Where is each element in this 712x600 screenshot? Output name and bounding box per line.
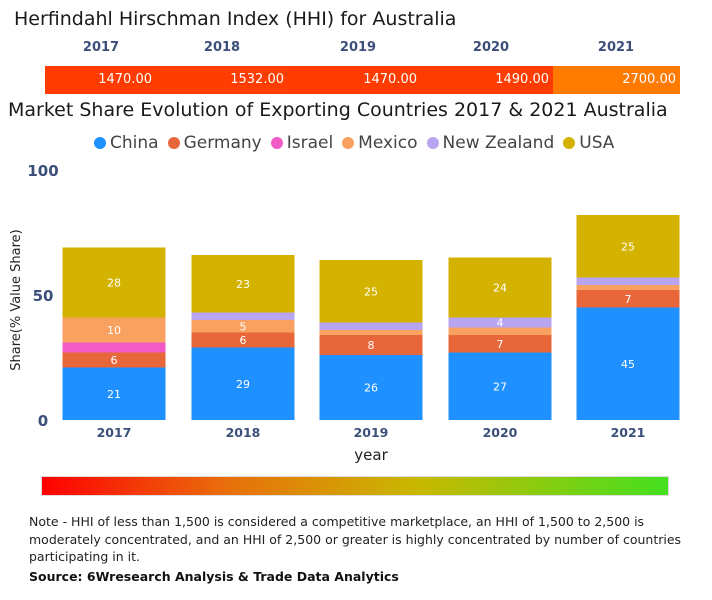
hhi-value: 2700.00	[553, 66, 680, 94]
data-label: 26	[364, 382, 378, 395]
bar-segment-usa[interactable]	[319, 260, 423, 323]
hhi-year: 2018	[203, 40, 241, 55]
x-tick-label: 2020	[483, 425, 518, 440]
legend-swatch	[426, 137, 439, 149]
hhi-year: 2020	[472, 40, 510, 55]
legend-swatch	[94, 137, 106, 149]
legend-swatch	[167, 137, 180, 149]
data-label: 25	[621, 240, 635, 253]
bar-segment-germany[interactable]	[576, 290, 680, 308]
legend-swatch	[563, 137, 576, 149]
legend-label: China	[110, 133, 159, 153]
y-tick-label: 0	[38, 412, 48, 430]
hhi-year: 2017	[82, 40, 120, 55]
x-axis-title: year	[354, 446, 388, 464]
bar-segment-germany[interactable]	[319, 335, 423, 355]
axis-ticks: 2017 2018 2019 2020 2021 0 50 100 year Share(% Va…	[9, 162, 645, 464]
x-tick-label: 2021	[611, 425, 646, 440]
bar-segment-china[interactable]	[448, 352, 552, 421]
legend-label: USA	[579, 133, 615, 153]
x-tick-label: 2019	[354, 425, 389, 440]
bar-segment-china[interactable]	[191, 347, 295, 421]
bar-segment-china[interactable]	[576, 307, 680, 421]
chart-legend: China Germany Israel Mexico New Zealand …	[94, 133, 623, 153]
hhi-gradient-scale	[41, 476, 669, 496]
bar-segment-germany[interactable]	[62, 352, 166, 368]
hhi-title: Herfindahl Hirschman Index (HHI) for Aus…	[14, 8, 457, 30]
legend-label: Germany	[183, 133, 262, 153]
hhi-value: 1490.00	[421, 66, 553, 94]
hhi-value-row: 1470.00 1532.00 1470.00 1490.00 2700.00	[45, 66, 680, 94]
hhi-year: 2019	[339, 40, 377, 55]
x-tick-label: 2017	[97, 425, 132, 440]
legend-item-germany[interactable]: Germany	[167, 133, 262, 153]
data-label: 10	[107, 324, 121, 337]
x-tick-label: 2018	[226, 425, 261, 440]
hhi-year-row: 2017 2018 2019 2020 2021	[0, 36, 712, 58]
data-label: 23	[236, 278, 250, 291]
hhi-value: 1470.00	[288, 66, 421, 94]
legend-label: Israel	[286, 133, 334, 153]
legend-swatch	[342, 137, 355, 149]
bar-segment-china[interactable]	[62, 367, 166, 421]
data-label: 29	[236, 378, 250, 391]
bar-segment-mexico[interactable]	[62, 317, 166, 343]
data-label: 25	[364, 285, 378, 298]
legend-item-israel[interactable]: Israel	[270, 133, 334, 153]
data-label: 45	[621, 358, 635, 371]
data-label: 6	[111, 354, 118, 367]
legend-item-mexico[interactable]: Mexico	[342, 133, 418, 153]
hhi-year: 2021	[597, 40, 635, 55]
data-label: 28	[107, 277, 121, 290]
bar-segment-mexico[interactable]	[319, 330, 423, 335]
data-label: 27	[493, 380, 507, 393]
bar-segment-mexico[interactable]	[191, 320, 295, 333]
legend-item-usa[interactable]: USA	[563, 133, 614, 153]
bar-segment-new-zealand[interactable]	[191, 312, 295, 321]
bar-segment-israel[interactable]	[62, 342, 166, 353]
hhi-value: 1470.00	[45, 66, 156, 94]
bar-segment-mexico[interactable]	[448, 327, 552, 336]
legend-label: New Zealand	[442, 133, 555, 153]
bar-segment-usa[interactable]	[576, 215, 680, 278]
bar-segment-germany[interactable]	[448, 335, 552, 353]
data-label: 7	[497, 338, 504, 351]
bar-segment-usa[interactable]	[191, 255, 295, 313]
legend-swatch	[270, 137, 283, 149]
bar-segment-china[interactable]	[319, 355, 423, 420]
legend-item-china[interactable]: China	[94, 133, 159, 153]
data-label: 8	[368, 339, 375, 352]
y-tick-label: 50	[33, 287, 54, 305]
source-text: Source: 6Wresearch Analysis & Trade Data…	[29, 569, 399, 584]
data-label: 7	[625, 293, 632, 306]
bar-segment-usa[interactable]	[62, 247, 166, 318]
hhi-value: 1532.00	[156, 66, 288, 94]
legend-item-new-zealand[interactable]: New Zealand	[426, 133, 555, 153]
legend-label: Mexico	[358, 133, 418, 153]
data-label: 6	[240, 334, 247, 347]
bar-segment-mexico[interactable]	[576, 285, 680, 290]
chart-title: Market Share Evolution of Exporting Coun…	[8, 99, 668, 121]
bar-segment-new-zealand[interactable]	[319, 322, 423, 331]
bar-segment-germany[interactable]	[191, 332, 295, 348]
data-label: 4	[497, 317, 504, 330]
bar-segment-new-zealand[interactable]	[448, 317, 552, 328]
y-tick-label: 100	[27, 162, 58, 180]
y-axis-title: Share(% Value Share)	[9, 229, 24, 371]
bar-segment-usa[interactable]	[448, 257, 552, 318]
data-label: 24	[493, 282, 507, 295]
bar-segment-new-zealand[interactable]	[576, 277, 680, 286]
data-label: 21	[107, 388, 121, 401]
data-label: 5	[240, 320, 247, 333]
note-text: Note - HHI of less than 1,500 is conside…	[29, 514, 682, 564]
